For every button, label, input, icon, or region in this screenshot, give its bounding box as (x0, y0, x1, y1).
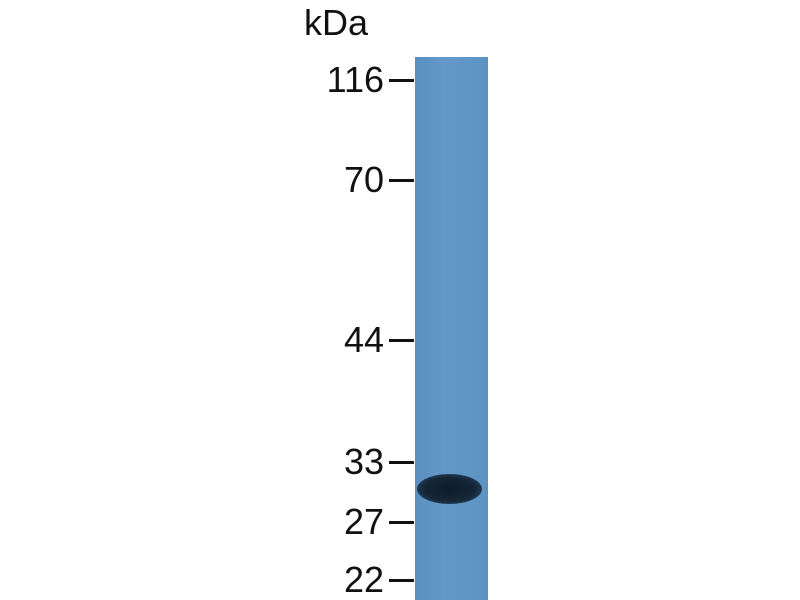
marker-tick-116 (389, 79, 414, 82)
marker-label-44: 44 (343, 319, 384, 360)
marker-tick-70 (389, 179, 414, 182)
marker-label-33: 33 (343, 441, 384, 482)
blot-lane (415, 57, 488, 600)
protein-band (417, 474, 482, 504)
marker-tick-44 (389, 339, 414, 342)
marker-label-116: 116 (326, 59, 384, 100)
marker-tick-27 (389, 521, 414, 524)
marker-label-70: 70 (343, 159, 384, 200)
marker-label-22: 22 (343, 559, 384, 600)
marker-label-27: 27 (343, 501, 384, 542)
unit-label: kDa (304, 2, 369, 43)
marker-tick-33 (389, 461, 414, 464)
marker-tick-22 (389, 579, 414, 582)
